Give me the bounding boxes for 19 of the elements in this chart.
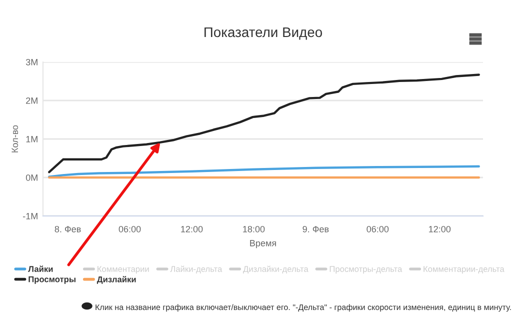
legend-label: Дизлайки	[96, 276, 136, 284]
y-tick-label: 2M	[26, 97, 38, 104]
x-tick-label: 18:00	[243, 226, 265, 232]
y-tick-label: 3M	[26, 58, 38, 66]
x-tick-label: 06:00	[118, 226, 141, 232]
x-axis-title: Время	[250, 240, 276, 248]
x-tick-label: 8. Фев	[54, 226, 81, 232]
text: Клик на название графика включает/выключает его. "-Дельта" - графики скорости изменения, единиц в минуту.	[96, 304, 511, 312]
y-tick-label: 1M	[26, 136, 38, 142]
legend-label: Просмотры	[28, 276, 76, 284]
x-tick-label: 12:00	[429, 226, 451, 232]
legend-label: Лайки	[28, 266, 53, 272]
x-tick-label: 06:00	[366, 226, 389, 232]
y-axis-title: Кол-во	[12, 125, 18, 152]
x-tick-label: 9. Фев	[302, 226, 329, 232]
x-tick-label: 12:00	[181, 226, 203, 232]
y-tick-label: 0M	[26, 174, 38, 181]
y-tick-label: -1M	[22, 213, 38, 220]
chart-title: Показатели Видео	[204, 27, 322, 40]
